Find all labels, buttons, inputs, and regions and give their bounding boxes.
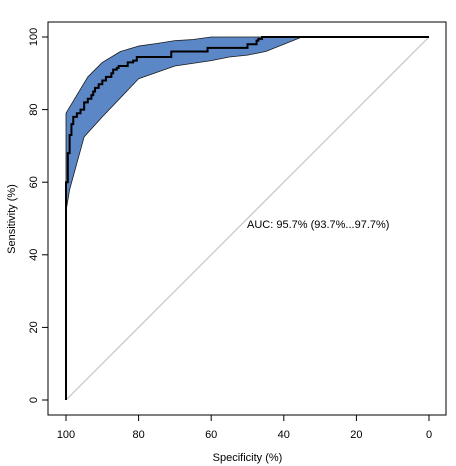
x-axis: 100 80 60 40 20 0 (57, 414, 432, 441)
y-tick-label: 0 (28, 397, 40, 403)
x-tick-label: 100 (57, 429, 75, 441)
y-tick-label: 80 (28, 103, 40, 115)
x-tick-label: 40 (278, 429, 290, 441)
x-tick-label: 80 (132, 429, 144, 441)
x-tick-label: 60 (205, 429, 217, 441)
auc-annotation: AUC: 95.7% (93.7%...97.7%) (247, 219, 389, 231)
x-axis-title: Specificity (%) (213, 452, 283, 464)
reference-diagonal (65, 36, 430, 401)
y-tick-label: 20 (28, 321, 40, 333)
plot-layer (65, 36, 430, 401)
y-axis-title: Sensitivity (%) (6, 184, 18, 254)
roc-curve (65, 36, 429, 400)
y-axis: 0 20 40 60 80 100 (28, 28, 49, 403)
y-tick-label: 60 (28, 176, 40, 188)
x-tick-label: 0 (426, 429, 432, 441)
y-tick-label: 100 (28, 28, 40, 46)
x-tick-label: 20 (350, 429, 362, 441)
y-tick-label: 40 (28, 249, 40, 261)
